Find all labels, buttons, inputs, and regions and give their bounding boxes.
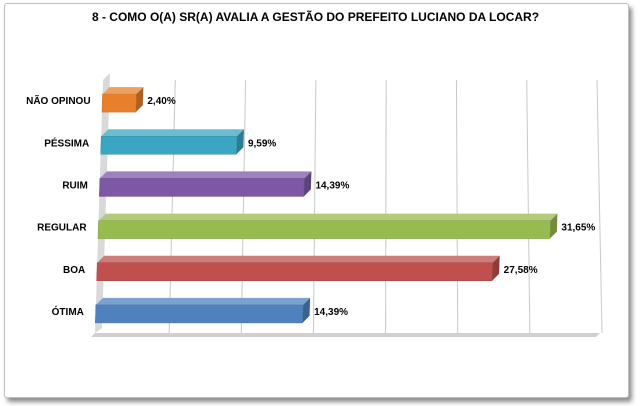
data-label: 9,59% (248, 138, 276, 149)
category-label: REGULAR (37, 223, 87, 234)
gridline (385, 79, 387, 334)
bar-end-face (302, 297, 311, 323)
bar (95, 304, 304, 324)
bar-end-face (492, 255, 500, 281)
bar (99, 178, 305, 197)
chart-title: 8 - COMO O(A) SR(A) AVALIA A GESTÃO DO P… (91, 10, 540, 24)
data-label: 27,58% (504, 265, 538, 276)
category-label: NÃO OPINOU (26, 94, 90, 107)
category-label: BOA (63, 265, 85, 276)
data-label: 14,39% (314, 307, 348, 318)
gridline (526, 79, 531, 334)
bar-top-face (99, 171, 312, 179)
bar-end-face (303, 171, 312, 197)
bar (96, 262, 493, 281)
floor-edge (91, 333, 600, 337)
bar-end-face (135, 87, 144, 113)
gridline (240, 79, 247, 334)
chart-frame (4, 3, 629, 398)
bar-top-face (97, 255, 500, 263)
gridline (168, 79, 176, 334)
data-label: 31,65% (561, 223, 595, 234)
bar (100, 136, 238, 155)
bar-top-face (98, 213, 558, 221)
gridline (596, 79, 603, 334)
gridline (455, 79, 459, 334)
gridline (312, 79, 317, 334)
bar (97, 220, 551, 239)
data-label: 14,39% (315, 180, 349, 191)
bar (101, 93, 137, 113)
bar-end-face (236, 129, 244, 155)
data-label: 2,40% (147, 96, 175, 107)
bar-top-face (102, 87, 144, 95)
bar-top-face (95, 297, 311, 305)
bar-top-face (101, 129, 244, 137)
category-label: ÓTIMA (52, 305, 84, 318)
category-label: RUIM (62, 180, 88, 191)
category-label: PÉSSIMA (44, 136, 89, 149)
bar-end-face (549, 213, 558, 239)
